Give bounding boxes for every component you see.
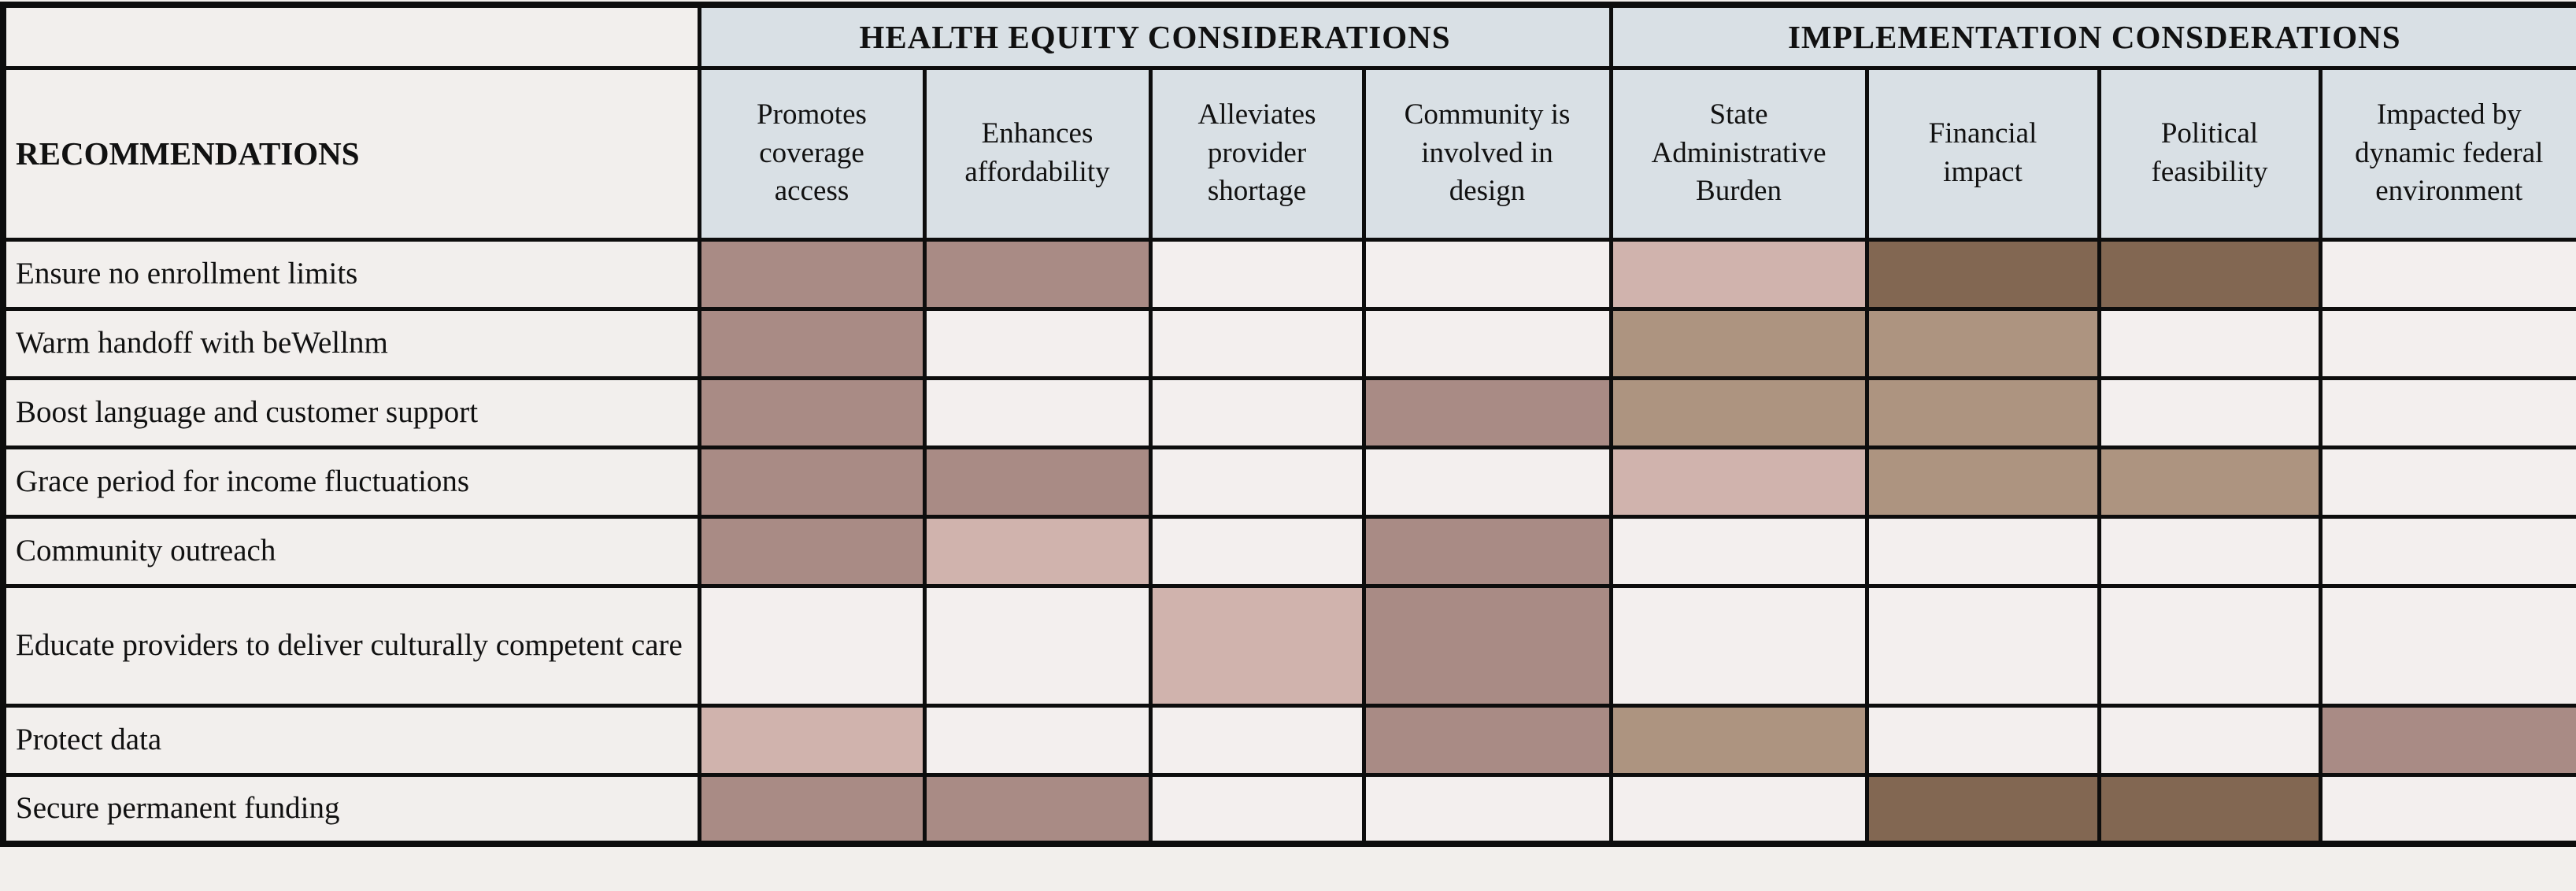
group-header-row: HEALTH EQUITY CONSIDERATIONS IMPLEMENTAT…	[1, 2, 2576, 70]
column-header-5: State Administrative Burden	[1608, 65, 1869, 242]
matrix-cell	[2097, 703, 2322, 777]
recommendations-header: RECOMMENDATIONS	[1, 65, 701, 242]
matrix-cell	[1361, 445, 1613, 519]
matrix-cell	[2097, 375, 2322, 449]
matrix-table: HEALTH EQUITY CONSIDERATIONS IMPLEMENTAT…	[0, 2, 2576, 847]
table-row: Educate providers to deliver culturally …	[1, 583, 2576, 708]
matrix-cell	[697, 514, 927, 588]
matrix-cell	[1864, 306, 2101, 380]
row-label: Protect data	[1, 703, 701, 777]
matrix-cell	[1361, 703, 1613, 777]
matrix-cell	[1361, 772, 1613, 846]
matrix-cell	[2097, 583, 2322, 708]
table-row: Community outreach	[1, 514, 2576, 588]
table-row: Boost language and customer support	[1, 375, 2576, 449]
matrix-cell	[1864, 375, 2101, 449]
matrix-cell	[1608, 703, 1869, 777]
matrix-cell	[2097, 306, 2322, 380]
row-label: Warm handoff with beWellnm	[1, 306, 701, 380]
matrix-cell	[1148, 375, 1366, 449]
matrix-cell	[2097, 237, 2322, 311]
matrix-cell	[1864, 583, 2101, 708]
matrix-cell	[2318, 514, 2576, 588]
matrix-cell	[1608, 772, 1869, 846]
matrix-cell	[2318, 306, 2576, 380]
row-label: Community outreach	[1, 514, 701, 588]
matrix-cell	[2318, 375, 2576, 449]
table-row: Protect data	[1, 703, 2576, 777]
matrix-cell	[697, 703, 927, 777]
matrix-cell	[922, 445, 1153, 519]
matrix-cell	[922, 306, 1153, 380]
matrix-cell	[2318, 237, 2576, 311]
column-header-row: RECOMMENDATIONS Promotes coverage access…	[1, 65, 2576, 242]
matrix-cell	[697, 375, 927, 449]
matrix-cell	[697, 772, 927, 846]
table-row: Secure permanent funding	[1, 772, 2576, 846]
matrix-cell	[1361, 375, 1613, 449]
matrix-cell	[697, 237, 927, 311]
matrix-cell	[2097, 445, 2322, 519]
matrix-cell	[1608, 237, 1869, 311]
matrix-cell	[1864, 703, 2101, 777]
matrix-cell	[2318, 703, 2576, 777]
column-header-4: Community is involved in design	[1361, 65, 1613, 242]
column-header-1: Promotes coverage access	[697, 65, 927, 242]
matrix-cell	[1148, 237, 1366, 311]
matrix-cell	[1608, 306, 1869, 380]
row-label: Secure permanent funding	[1, 772, 701, 846]
matrix-cell	[1864, 237, 2101, 311]
matrix-cell	[1864, 772, 2101, 846]
column-header-2: Enhances affordability	[922, 65, 1153, 242]
matrix-cell	[922, 237, 1153, 311]
matrix-cell	[697, 583, 927, 708]
table-row: Warm handoff with beWellnm	[1, 306, 2576, 380]
matrix-cell	[1148, 445, 1366, 519]
row-label: Educate providers to deliver culturally …	[1, 583, 701, 708]
matrix-cell	[1864, 514, 2101, 588]
matrix-cell	[1361, 583, 1613, 708]
row-label: Boost language and customer support	[1, 375, 701, 449]
row-label: Grace period for income fluctuations	[1, 445, 701, 519]
matrix-cell	[922, 703, 1153, 777]
matrix-cell	[2097, 772, 2322, 846]
matrix-cell	[1361, 237, 1613, 311]
group-header-health-equity: HEALTH EQUITY CONSIDERATIONS	[697, 2, 1613, 70]
matrix-cell	[2097, 514, 2322, 588]
column-header-7: Political feasibility	[2097, 65, 2322, 242]
row-label: Ensure no enrollment limits	[1, 237, 701, 311]
column-header-3: Alleviates provider shortage	[1148, 65, 1366, 242]
table-row: Ensure no enrollment limits	[1, 237, 2576, 311]
matrix-cell	[1148, 514, 1366, 588]
matrix-cell	[922, 583, 1153, 708]
table-row: Grace period for income fluctuations	[1, 445, 2576, 519]
matrix-cell	[2318, 583, 2576, 708]
matrix-cell	[922, 772, 1153, 846]
matrix-cell	[1864, 445, 2101, 519]
matrix-cell	[922, 514, 1153, 588]
matrix-cell	[2318, 445, 2576, 519]
matrix-cell	[1608, 375, 1869, 449]
matrix-cell	[1608, 583, 1869, 708]
corner-blank-cell	[1, 2, 701, 70]
matrix-cell	[1148, 583, 1366, 708]
matrix-cell	[1361, 306, 1613, 380]
matrix-cell	[1148, 703, 1366, 777]
matrix-cell	[1148, 306, 1366, 380]
matrix-cell	[1608, 514, 1869, 588]
matrix-cell	[1608, 445, 1869, 519]
column-header-8: Impacted by dynamic federal environment	[2318, 65, 2576, 242]
column-header-6: Financial impact	[1864, 65, 2101, 242]
matrix-cell	[2318, 772, 2576, 846]
group-header-implementation: IMPLEMENTATION CONSDERATIONS	[1608, 2, 2576, 70]
matrix-cell	[697, 306, 927, 380]
matrix-cell	[1148, 772, 1366, 846]
matrix-cell	[1361, 514, 1613, 588]
matrix-cell	[697, 445, 927, 519]
matrix-cell	[922, 375, 1153, 449]
